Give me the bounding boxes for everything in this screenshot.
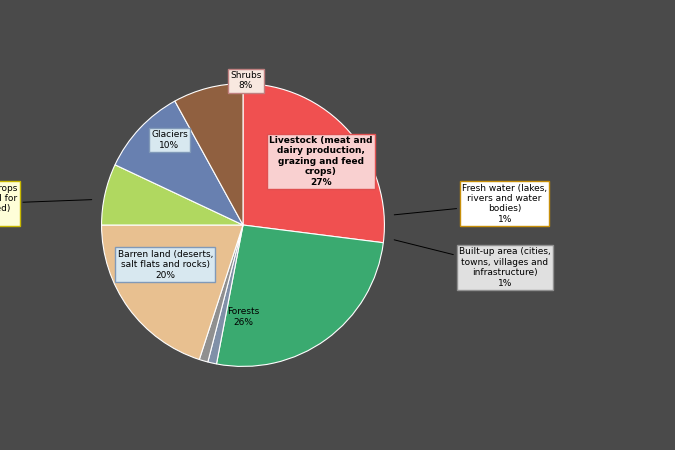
Text: Barren land (deserts,
salt flats and rocks)
20%: Barren land (deserts, salt flats and roc… [117,250,213,279]
Wedge shape [199,225,243,362]
Text: Livestock (meat and
dairy production,
grazing and feed
crops)
27%: Livestock (meat and dairy production, gr… [269,136,373,187]
Wedge shape [217,225,383,366]
Text: Cropland (crops
without land for
animal feed)
7%: Cropland (crops without land for animal … [0,184,92,224]
Text: Fresh water (lakes,
rivers and water
bodies)
1%: Fresh water (lakes, rivers and water bod… [394,184,547,224]
Wedge shape [101,225,243,360]
Text: Glaciers
10%: Glaciers 10% [151,130,188,150]
Wedge shape [243,84,385,243]
Wedge shape [101,165,243,225]
Wedge shape [175,84,243,225]
Text: Shrubs
8%: Shrubs 8% [230,71,261,90]
Wedge shape [208,225,243,364]
Text: Forests
26%: Forests 26% [227,307,259,327]
Text: Built-up area (cities,
towns, villages and
infrastructure)
1%: Built-up area (cities, towns, villages a… [394,240,551,288]
Wedge shape [115,101,243,225]
